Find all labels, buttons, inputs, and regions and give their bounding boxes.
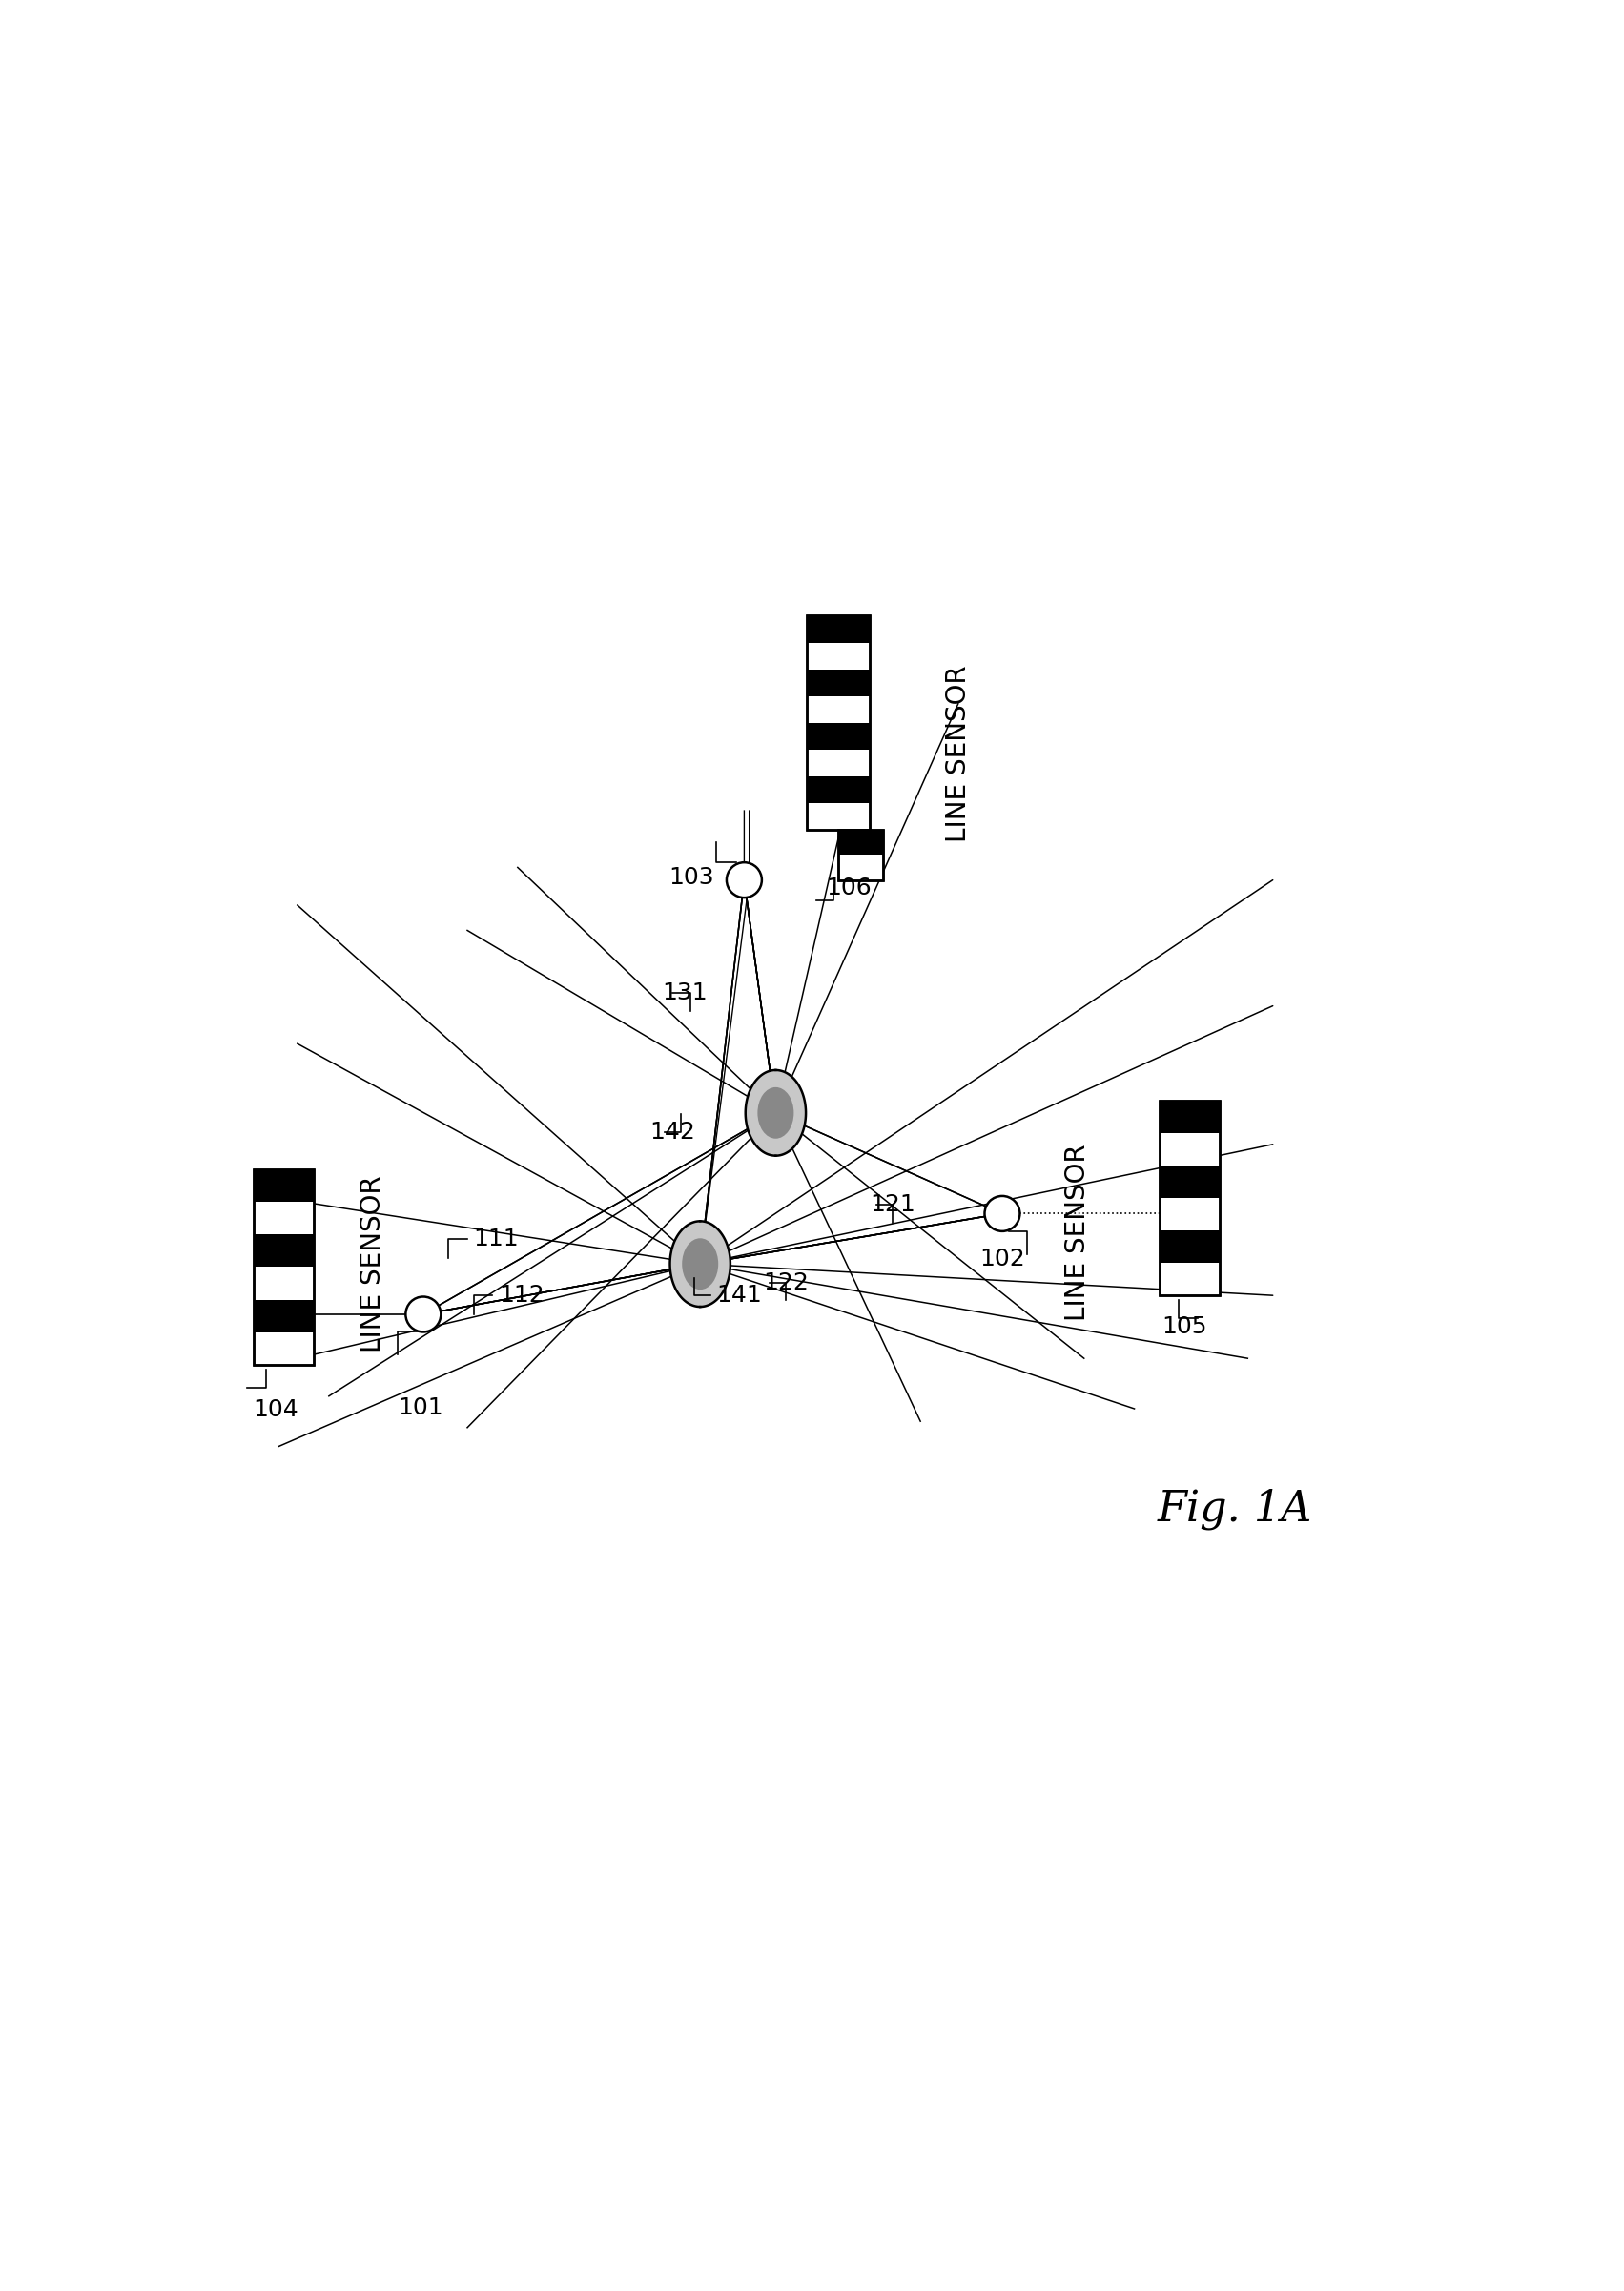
Bar [807, 616, 870, 829]
Bar [253, 1168, 313, 1203]
Text: 122: 122 [763, 1272, 809, 1294]
Text: 104: 104 [253, 1398, 299, 1420]
Text: Fig. 1A: Fig. 1A [1158, 1489, 1312, 1530]
Bar [807, 616, 870, 829]
Bar [807, 669, 870, 696]
Bar [838, 829, 883, 855]
Circle shape [406, 1297, 440, 1331]
Text: 131: 131 [663, 983, 708, 1006]
Text: LINE SENSOR: LINE SENSOR [359, 1175, 387, 1352]
Text: 112: 112 [499, 1283, 544, 1306]
Text: 101: 101 [398, 1395, 443, 1418]
Bar [1160, 1100, 1220, 1294]
Bar [807, 777, 870, 802]
Text: 105: 105 [1163, 1315, 1207, 1338]
Text: 121: 121 [870, 1194, 916, 1217]
Circle shape [726, 861, 762, 898]
Bar [807, 616, 870, 641]
Bar [838, 829, 883, 880]
Text: 142: 142 [650, 1120, 695, 1143]
Text: 102: 102 [979, 1249, 1025, 1272]
Bar [838, 829, 883, 880]
Circle shape [984, 1196, 1020, 1230]
Bar [1160, 1100, 1220, 1132]
Text: 141: 141 [716, 1283, 762, 1306]
Bar [253, 1299, 313, 1331]
Ellipse shape [745, 1070, 806, 1155]
Text: LINE SENSOR: LINE SENSOR [945, 667, 971, 843]
Bar [1160, 1230, 1220, 1262]
Bar [253, 1168, 313, 1365]
Bar [807, 722, 870, 749]
Text: 111: 111 [474, 1228, 520, 1251]
Bar [253, 1168, 313, 1365]
Bar [1160, 1100, 1220, 1294]
Text: 106: 106 [827, 875, 872, 898]
Text: 103: 103 [669, 866, 715, 889]
Ellipse shape [682, 1237, 718, 1290]
Bar [253, 1235, 313, 1267]
Text: LINE SENSOR: LINE SENSOR [1064, 1143, 1091, 1322]
Bar [1160, 1166, 1220, 1198]
Ellipse shape [757, 1088, 794, 1139]
Ellipse shape [671, 1221, 731, 1306]
